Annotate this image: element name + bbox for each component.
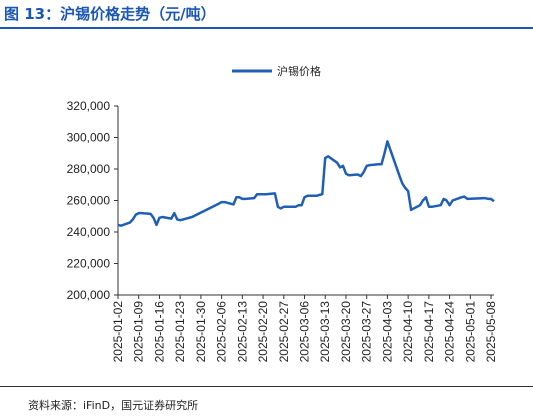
- x-tick-label: 2025-03-06: [298, 301, 312, 363]
- y-axis: 200,000 220,000 240,000 260,000 280,000 300,0…: [67, 99, 119, 302]
- y-tick-label: 300,000: [67, 131, 111, 145]
- x-tick-label: 2025-05-08: [484, 301, 498, 363]
- x-tick-label: 2025-02-06: [215, 301, 229, 363]
- legend-label: 沪锡价格: [277, 64, 321, 78]
- x-tick-label: 2025-04-24: [443, 301, 457, 363]
- x-tick-label: 2025-04-10: [401, 301, 415, 363]
- x-tick-label: 2025-01-16: [152, 301, 166, 363]
- x-tick-label: 2025-03-13: [318, 301, 332, 363]
- x-tick-label: 2025-02-13: [235, 301, 249, 363]
- x-tick-label: 2025-01-02: [111, 301, 125, 363]
- title-rule: [0, 27, 533, 29]
- x-axis: 2025-01-02 2025-01-09 2025-01-16 2025-01-23…: [111, 294, 498, 363]
- y-tick-label: 200,000: [67, 288, 111, 302]
- x-tick-label: 2025-01-09: [132, 301, 146, 363]
- legend: 沪锡价格: [232, 64, 321, 78]
- x-tick-label: 2025-01-23: [173, 301, 187, 363]
- y-tick-label: 220,000: [67, 257, 111, 271]
- series-line-sn-price: [117, 140, 495, 227]
- x-tick-label: 2025-01-30: [194, 301, 208, 363]
- y-tick-label: 320,000: [67, 99, 111, 113]
- x-tick-label: 2025-03-27: [360, 301, 374, 363]
- y-tick-label: 240,000: [67, 225, 111, 239]
- x-tick-label: 2025-05-01: [463, 301, 477, 363]
- x-tick-label: 2025-02-20: [256, 301, 270, 363]
- x-tick-label: 2025-04-03: [380, 301, 394, 363]
- x-tick-label: 2025-04-17: [422, 301, 436, 363]
- figure-title: 图 13：沪锡价格走势（元/吨）: [4, 5, 216, 23]
- line-chart: 沪锡价格 200,000 220,000 240,000 260,000 280,000…: [67, 64, 498, 363]
- x-tick-label: 2025-03-20: [339, 301, 353, 363]
- x-tick-label: 2025-02-27: [277, 301, 291, 363]
- y-tick-label: 280,000: [67, 162, 111, 176]
- source-note: 资料来源：iFinD，国元证券研究所: [28, 399, 199, 412]
- y-tick-label: 260,000: [67, 194, 111, 208]
- source-rule: [0, 386, 533, 387]
